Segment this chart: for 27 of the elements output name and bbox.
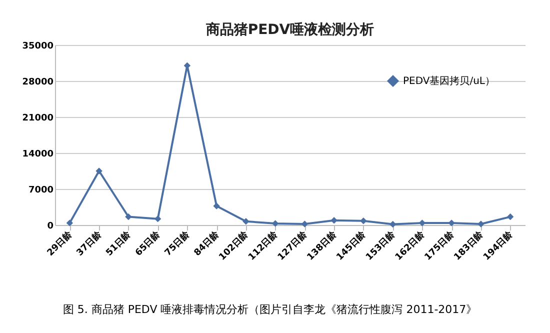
x-tick-label: 37日龄 bbox=[74, 228, 105, 258]
chart-title: 商品猪PEDV唾液检测分析 bbox=[204, 21, 374, 38]
caption: 图 5. 商品猪 PEDV 唾液排毒情况分析（图片引自李龙《猪流行性腹泻 2011-2017》 bbox=[62, 303, 478, 316]
point bbox=[66, 220, 74, 226]
legend-label: PEDV基因拷贝/uL） bbox=[403, 75, 495, 87]
x-tick-label: 75日龄 bbox=[162, 228, 193, 258]
y-tick-label: 35000 bbox=[22, 42, 54, 52]
point bbox=[242, 218, 250, 225]
point bbox=[448, 220, 455, 226]
point bbox=[213, 202, 220, 210]
x-tick-label: 65日龄 bbox=[133, 228, 164, 258]
point bbox=[96, 168, 102, 174]
point bbox=[506, 213, 514, 220]
point bbox=[478, 220, 484, 228]
point bbox=[389, 220, 396, 228]
point bbox=[125, 213, 132, 220]
y-tick-label: 7000 bbox=[28, 186, 54, 196]
point bbox=[154, 215, 162, 222]
point bbox=[184, 62, 191, 69]
point bbox=[360, 218, 367, 224]
point bbox=[330, 217, 338, 224]
point bbox=[301, 220, 308, 228]
point bbox=[272, 220, 279, 227]
y-tick-label: 14000 bbox=[22, 150, 54, 160]
y-tick-label: 21000 bbox=[22, 114, 54, 124]
y-tick-label: 28000 bbox=[22, 78, 54, 88]
x-tick-label: 51日龄 bbox=[104, 228, 134, 258]
